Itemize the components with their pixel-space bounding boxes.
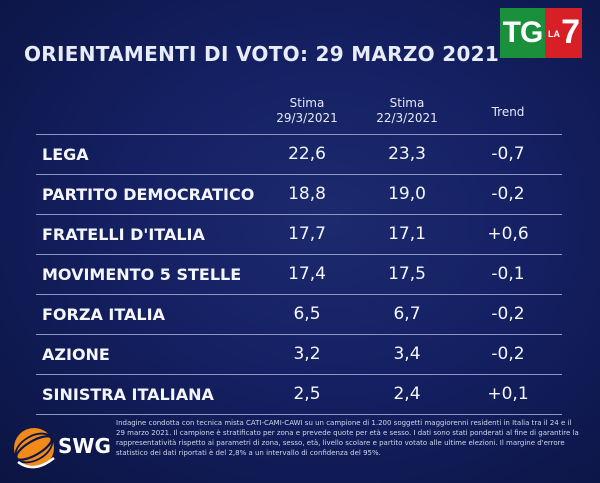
value-stima-29-3: 17,4 (288, 264, 326, 284)
party-name: MOVIMENTO 5 STELLE (42, 265, 242, 284)
value-trend: +0,1 (487, 384, 529, 404)
page-title: ORIENTAMENTI DI VOTO: 29 MARZO 2021 (24, 42, 500, 66)
value-trend: -0,2 (491, 184, 525, 204)
logo-la: LA (548, 29, 560, 39)
value-stima-29-3: 6,5 (293, 304, 321, 324)
table-row: MOVIMENTO 5 STELLE 17,4 17,5 -0,1 (36, 254, 562, 294)
value-stima-29-3: 3,2 (293, 344, 321, 364)
table-row: FORZA ITALIA 6,5 6,7 -0,2 (36, 294, 562, 334)
poll-table: LEGA 22,6 23,3 -0,7 PARTITO DEMOCRATICO 18,8 1… (36, 134, 562, 415)
value-stima-22-3: 19,0 (388, 184, 426, 204)
table-row: PARTITO DEMOCRATICO 18,8 19,0 -0,2 (36, 174, 562, 214)
swg-logo (14, 428, 55, 469)
column-header-stima-22-3: Stima 22/3/2021 (362, 96, 452, 126)
value-trend: +0,6 (487, 224, 529, 244)
value-trend: -0,2 (491, 304, 525, 324)
value-stima-22-3: 17,5 (388, 264, 426, 284)
value-stima-29-3: 17,7 (288, 224, 326, 244)
value-stima-22-3: 2,4 (393, 384, 421, 404)
party-name: FRATELLI D'ITALIA (42, 225, 205, 244)
party-name: FORZA ITALIA (42, 305, 165, 324)
methodology-note: Indagine condotta con tecnica mista CATI… (116, 419, 579, 457)
value-stima-22-3: 3,4 (393, 344, 421, 364)
value-stima-22-3: 17,1 (388, 224, 426, 244)
value-stima-29-3: 18,8 (288, 184, 326, 204)
value-stima-29-3: 22,6 (288, 144, 326, 164)
value-trend: -0,1 (491, 264, 525, 284)
column-header-line2: 29/3/2021 (276, 111, 338, 125)
logo-tg: TG (500, 8, 545, 58)
party-name: AZIONE (42, 345, 110, 364)
value-stima-22-3: 23,3 (388, 144, 426, 164)
column-header-trend: Trend (468, 105, 548, 120)
table-row: LEGA 22,6 23,3 -0,7 (36, 134, 562, 174)
tg-la7-logo: TG LA 7 (500, 8, 582, 58)
value-stima-22-3: 6,7 (393, 304, 421, 324)
column-header-line1: Trend (491, 105, 525, 119)
column-header-line1: Stima (389, 96, 425, 110)
party-name: LEGA (42, 145, 89, 164)
logo-seven: 7 (561, 13, 580, 51)
value-trend: -0,2 (491, 344, 525, 364)
party-name: SINISTRA ITALIANA (42, 385, 214, 404)
table-row: AZIONE 3,2 3,4 -0,2 (36, 334, 562, 374)
table-row: SINISTRA ITALIANA 2,5 2,4 +0,1 (36, 374, 562, 415)
column-header-stima-29-3: Stima 29/3/2021 (262, 96, 352, 126)
column-header-line1: Stima (289, 96, 325, 110)
value-stima-29-3: 2,5 (293, 384, 321, 404)
value-trend: -0,7 (491, 144, 525, 164)
logo-la7: LA 7 (545, 8, 582, 58)
party-name: PARTITO DEMOCRATICO (42, 185, 255, 204)
table-row: FRATELLI D'ITALIA 17,7 17,1 +0,6 (36, 214, 562, 254)
swg-globe-icon (14, 428, 55, 469)
column-header-line2: 22/3/2021 (376, 111, 438, 125)
swg-brand: SWG (58, 434, 111, 458)
